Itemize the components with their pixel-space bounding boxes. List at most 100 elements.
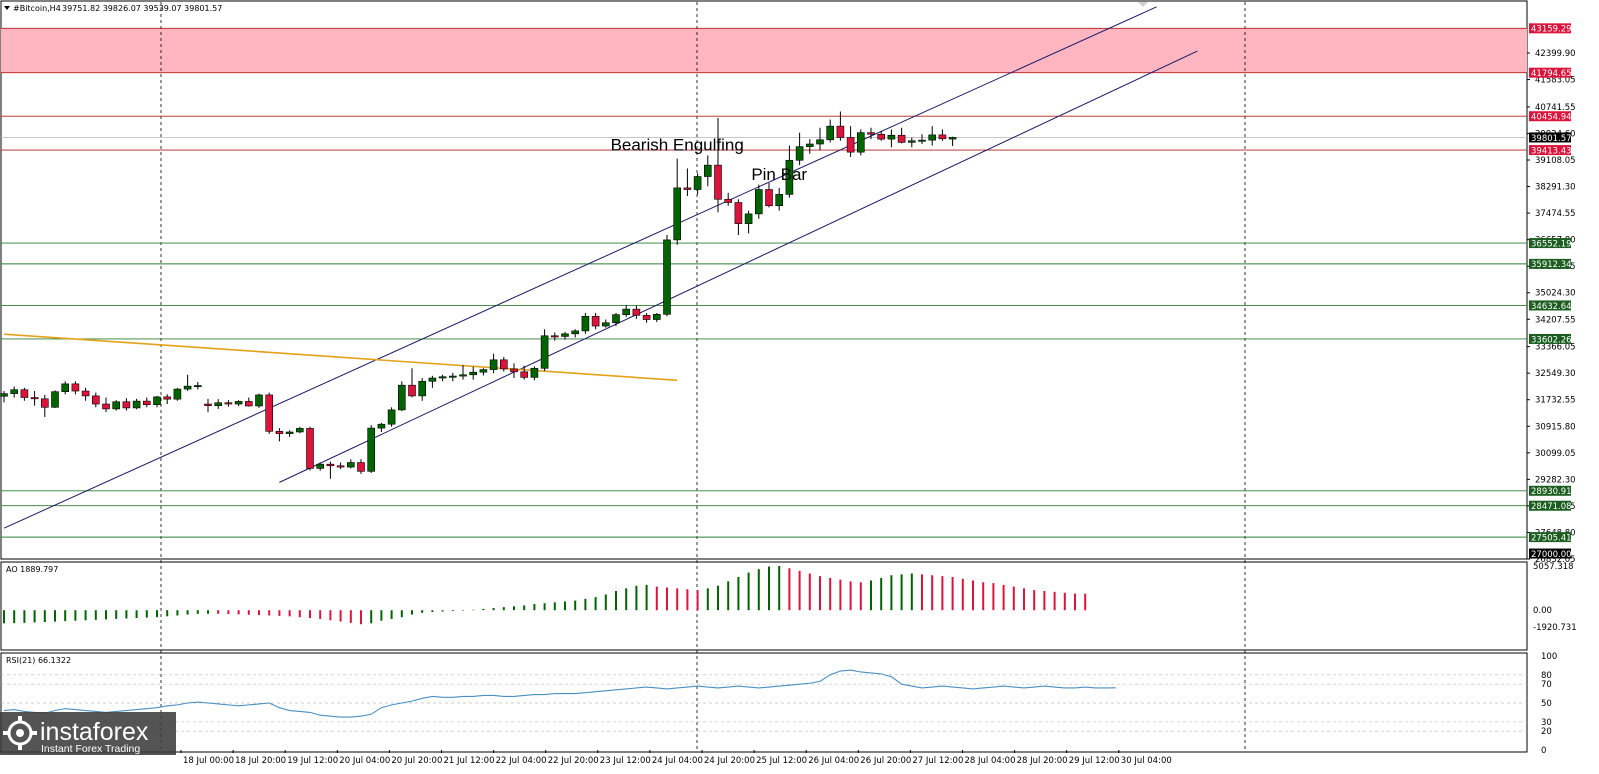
time-tick-label: 23 Jul 12:00	[600, 756, 651, 766]
price-tick-label: 33366.05	[1535, 343, 1576, 353]
candle-body	[571, 330, 580, 335]
candle-body	[183, 385, 192, 390]
candle-body	[336, 465, 345, 468]
candle	[775, 187, 784, 211]
candle	[907, 137, 916, 148]
candle	[846, 126, 855, 158]
candle	[754, 184, 763, 219]
price-tag-label: 39801.57	[1531, 134, 1572, 144]
time-tick-label: 22 Jul 04:00	[496, 756, 547, 766]
candle-body	[265, 394, 274, 432]
candle-body	[448, 375, 457, 378]
candle	[601, 319, 610, 328]
candle-body	[663, 239, 671, 315]
candle-body	[550, 335, 559, 338]
candle-body	[204, 403, 212, 406]
candle	[71, 381, 80, 395]
candle-body	[561, 333, 569, 337]
candle-body	[948, 137, 957, 140]
candle	[367, 425, 376, 473]
candle	[734, 199, 743, 236]
candle	[581, 313, 590, 334]
candle-body	[285, 431, 294, 434]
time-tick-label: 22 Jul 20:00	[548, 756, 599, 766]
time-tick-label: 18 Jul 20:00	[235, 756, 286, 766]
candle-body	[499, 359, 508, 370]
candle	[306, 426, 314, 471]
candle-body	[724, 198, 733, 203]
annotation-label: Bearish Engulfing	[611, 136, 744, 155]
candle	[51, 390, 59, 408]
candle	[10, 386, 18, 398]
candle	[928, 126, 937, 146]
logo-brand: instaforex	[40, 718, 149, 746]
candle-body	[877, 133, 886, 140]
chart-symbol: #Bitcoin,H4	[13, 4, 61, 13]
dropdown-triangle-icon[interactable]	[4, 6, 10, 10]
candle-body	[122, 401, 131, 409]
candle	[693, 173, 702, 195]
candle	[550, 332, 559, 341]
candle	[40, 394, 49, 418]
price-tick-label: 40741.55	[1535, 103, 1576, 113]
candle-body	[377, 423, 386, 429]
candle-body	[173, 388, 182, 400]
price-tag-label: 27505.41	[1531, 533, 1572, 543]
candle-body	[867, 132, 875, 135]
candle-body	[459, 374, 467, 377]
candle	[143, 397, 151, 408]
candle	[744, 210, 753, 234]
candle	[0, 391, 8, 403]
candle-body	[0, 393, 8, 397]
candle-body	[805, 143, 814, 147]
candle	[377, 422, 386, 432]
candle-body	[826, 125, 835, 141]
candle	[357, 459, 365, 474]
candle	[122, 398, 131, 411]
candle-body	[703, 164, 712, 177]
price-tag-bg	[1529, 67, 1571, 78]
time-tick-label: 19 Jul 12:00	[287, 756, 338, 766]
candle	[183, 374, 192, 392]
candle-body	[306, 428, 314, 469]
candle-body	[132, 400, 141, 409]
candle-body	[622, 308, 631, 315]
candle-body	[652, 314, 661, 320]
price-tick-label: 30915.80	[1535, 422, 1576, 432]
price-tag-bg	[1529, 300, 1571, 311]
ao-title: AO 1889.797	[6, 565, 58, 574]
time-tick-label: 24 Jul 04:00	[652, 756, 703, 766]
channel-line-2	[279, 50, 1198, 483]
scroll-marker-icon[interactable]	[1138, 2, 1148, 7]
candle	[856, 129, 865, 156]
candle-body	[194, 385, 202, 388]
price-tag-bg	[1529, 532, 1571, 543]
candle-body	[20, 389, 29, 398]
logo-tagline: Instant Forex Trading	[41, 743, 140, 755]
time-tick-label: 27 Jul 12:00	[912, 756, 963, 766]
candle-body	[92, 395, 100, 405]
candle-body	[428, 377, 437, 382]
candle	[540, 329, 549, 371]
candle	[897, 127, 906, 144]
candle-body	[40, 398, 49, 408]
candle	[397, 381, 406, 412]
ao-tick-label: -1920.731	[1533, 623, 1577, 633]
candle	[826, 119, 835, 143]
candle-body	[836, 125, 845, 138]
candle	[499, 356, 508, 372]
candle-body	[81, 390, 90, 397]
candle	[612, 313, 620, 327]
price-tag-bg	[1529, 500, 1571, 511]
candle	[469, 366, 478, 380]
annotation-label: Pin Bar	[751, 165, 807, 184]
price-tag-label: 35912.34	[1531, 260, 1572, 270]
candle	[683, 168, 692, 197]
candle-body	[346, 462, 355, 468]
candle	[479, 368, 488, 376]
candle-body	[408, 384, 416, 397]
candle-body	[540, 335, 549, 369]
rsi-tick-label: 50	[1541, 699, 1552, 709]
candle-body	[357, 462, 365, 472]
candle	[30, 391, 39, 406]
